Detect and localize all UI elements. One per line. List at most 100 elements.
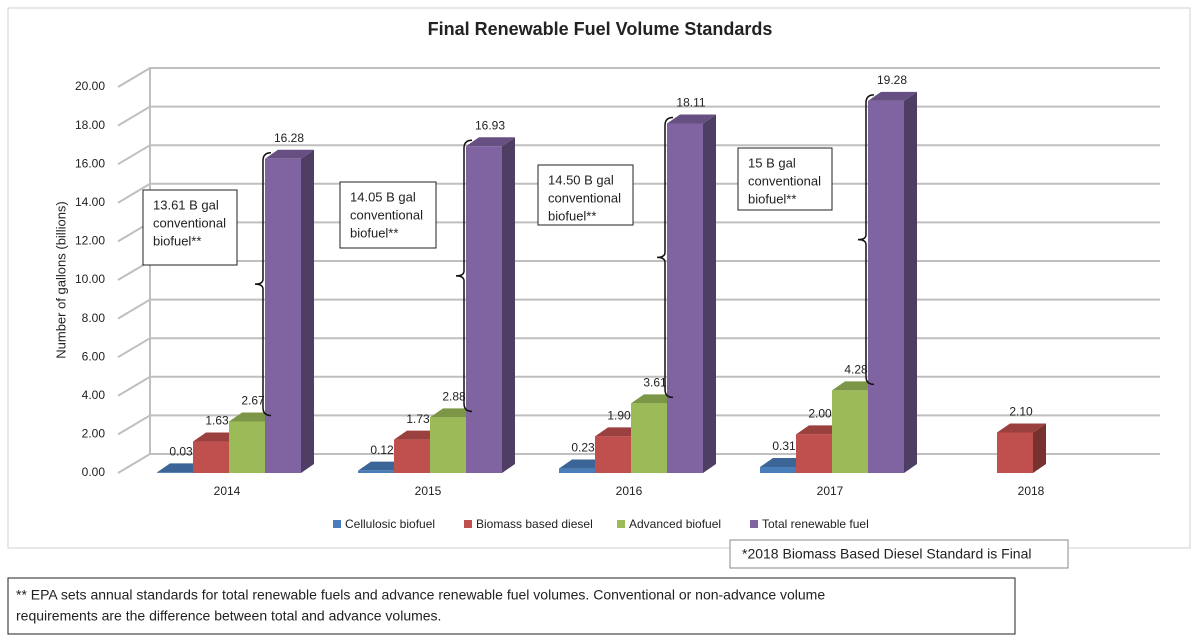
annotation-box [339,181,437,249]
bar [667,123,703,474]
value-label: 0.23 [571,441,595,455]
grid-line [117,375,1160,397]
x-tick-label: 2017 [817,484,844,498]
y-tick-label: 8.00 [82,311,106,325]
value-label: 0.12 [370,443,394,457]
grid-line [117,144,1160,166]
y-tick-label: 14.00 [75,195,105,209]
bar [430,417,466,473]
brace [857,94,875,386]
y-axis-label: Number of gallons (billions) [53,201,68,359]
annotation: conventional [153,215,226,230]
value-label: 18.11 [676,96,705,110]
legend-label: Biomass based diesel [476,517,593,531]
x-tick-label: 2014 [214,484,241,498]
footnote-line: ** EPA sets annual standards for total r… [16,587,825,603]
note-box [729,539,1069,569]
brace [455,139,473,413]
bar-top [997,423,1046,433]
value-label: 2.10 [1009,405,1033,419]
brace [656,116,674,399]
bar [193,441,229,473]
chart-title: Final Renewable Fuel Volume Standards [428,19,773,39]
value-label: 1.90 [607,409,631,423]
bar [559,468,595,473]
annotation: biofuel** [548,208,596,223]
value-label: 0.31 [772,439,796,453]
legend-label: Cellulosic biofuel [345,517,435,531]
note: *2018 Biomass Based Diesel Standard is F… [742,546,1032,562]
annotation: biofuel** [350,225,398,240]
x-tick-label: 2018 [1018,484,1045,498]
grid-line [117,105,1160,127]
bar [358,470,394,473]
bar [595,436,631,473]
bar-side [703,114,716,474]
value-label: 2.67 [241,394,265,408]
grid-line [117,67,1160,88]
value-label: 4.28 [844,363,868,377]
bar-side [904,91,917,474]
y-tick-label: 0.00 [82,465,106,479]
value-label: 2.00 [808,407,832,421]
grid-line [117,337,1160,359]
bar-top [265,149,314,159]
bar [760,467,796,473]
y-tick-label: 10.00 [75,272,105,286]
bar-top [466,137,515,147]
value-label: 3.61 [643,375,667,389]
bar-top [667,114,716,124]
annotation-box [537,164,634,226]
y-tick-label: 12.00 [75,234,105,248]
value-label: 1.63 [205,414,229,428]
bar [394,439,430,473]
annotation: conventional [748,173,821,188]
annotation: 14.50 B gal [548,172,614,187]
bar [466,146,502,473]
annotation: conventional [350,207,423,222]
value-label: 1.73 [406,412,430,426]
annotation: 13.61 B gal [153,197,219,212]
annotation: conventional [548,190,621,205]
footnote-line: requirements are the difference between … [16,608,441,624]
y-tick-label: 2.00 [82,427,106,441]
bar [832,390,868,473]
grid-line [117,414,1160,436]
value-label: 0.03 [169,445,193,459]
legend-swatch [464,520,472,528]
annotation: biofuel** [748,191,796,206]
annotation: biofuel** [153,233,201,248]
value-label: 19.28 [877,73,907,87]
footnote-box [7,577,1016,635]
bar-top [868,91,917,101]
bar-side [1033,423,1046,473]
grid-line [117,298,1160,320]
legend-swatch [750,520,758,528]
y-tick-label: 16.00 [75,156,105,170]
bar [868,100,904,473]
x-tick-label: 2016 [616,484,643,498]
value-label: 16.93 [475,118,505,132]
bar [265,158,301,473]
legend-label: Advanced biofuel [629,517,721,531]
legend-swatch [617,520,625,528]
brace [254,152,272,417]
bar [997,432,1033,473]
bar [157,472,193,473]
bar-side [301,149,314,473]
x-tick-label: 2015 [415,484,442,498]
annotation: 15 B gal [748,155,796,170]
bar [631,403,667,473]
y-tick-label: 20.00 [75,79,105,93]
y-tick-label: 6.00 [82,349,106,363]
bar [229,421,265,473]
annotation-box [142,189,238,266]
annotation: 14.05 B gal [350,189,416,204]
bar-side [502,137,515,473]
y-tick-label: 4.00 [82,388,106,402]
annotation-box [737,147,833,211]
value-label: 2.88 [442,390,466,404]
legend-swatch [333,520,341,528]
y-tick-label: 18.00 [75,118,105,132]
